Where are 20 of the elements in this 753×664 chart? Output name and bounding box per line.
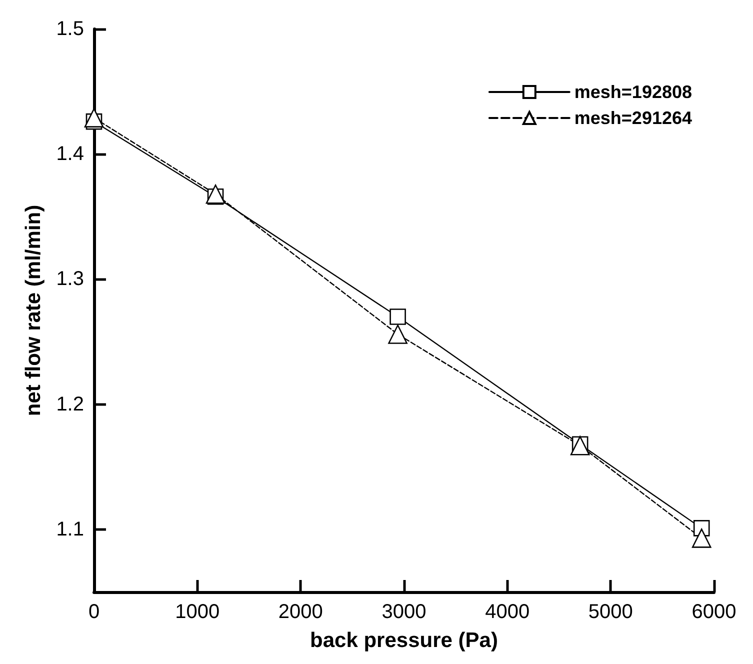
x-tick-label: 5000 — [588, 601, 633, 623]
point — [390, 308, 406, 325]
x-tick-label: 1000 — [175, 601, 220, 623]
x-tick-label: 4000 — [485, 601, 530, 623]
y-axis-title: net flow rate (ml/min) — [22, 204, 45, 416]
x-tick-label: 6000 — [692, 601, 736, 623]
point — [692, 528, 712, 548]
point — [388, 324, 408, 344]
x-tick-label: 2000 — [278, 601, 323, 623]
x-tick-label: 3000 — [382, 601, 426, 623]
legend-label: mesh=291264 — [574, 108, 692, 128]
y-tick-label: 1.1 — [56, 518, 84, 540]
y-tick-label: 1.2 — [56, 393, 84, 416]
y-tick-label: 1.3 — [56, 268, 84, 290]
legend-label: mesh=192808 — [574, 82, 692, 102]
point — [84, 108, 104, 128]
x-axis-title: back pressure (Pa) — [310, 629, 498, 652]
x-tick-label: 0 — [88, 601, 100, 623]
y-tick-label: 1.5 — [56, 18, 84, 40]
y-tick-label: 1.4 — [56, 143, 84, 166]
